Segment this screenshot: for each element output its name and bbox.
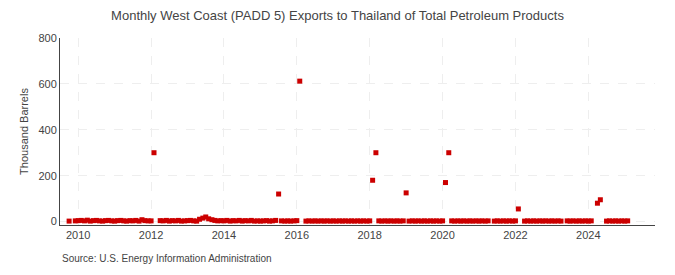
svg-text:200: 200 — [38, 170, 56, 182]
svg-text:2020: 2020 — [430, 229, 454, 241]
svg-text:2018: 2018 — [357, 229, 381, 241]
svg-text:2012: 2012 — [139, 229, 163, 241]
svg-text:2014: 2014 — [212, 229, 236, 241]
svg-text:Monthly West Coast (PADD 5) Ex: Monthly West Coast (PADD 5) Exports to T… — [111, 8, 564, 23]
svg-text:400: 400 — [38, 124, 56, 136]
svg-text:0: 0 — [51, 215, 57, 227]
svg-text:Thousand Barrels: Thousand Barrels — [18, 88, 30, 175]
svg-text:800: 800 — [38, 32, 56, 44]
svg-text:2024: 2024 — [576, 229, 600, 241]
svg-text:2016: 2016 — [285, 229, 309, 241]
svg-text:2010: 2010 — [66, 229, 90, 241]
svg-text:2022: 2022 — [503, 229, 527, 241]
svg-text:600: 600 — [38, 78, 56, 90]
svg-text:Source: U.S. Energy Informatio: Source: U.S. Energy Information Administ… — [62, 253, 272, 264]
